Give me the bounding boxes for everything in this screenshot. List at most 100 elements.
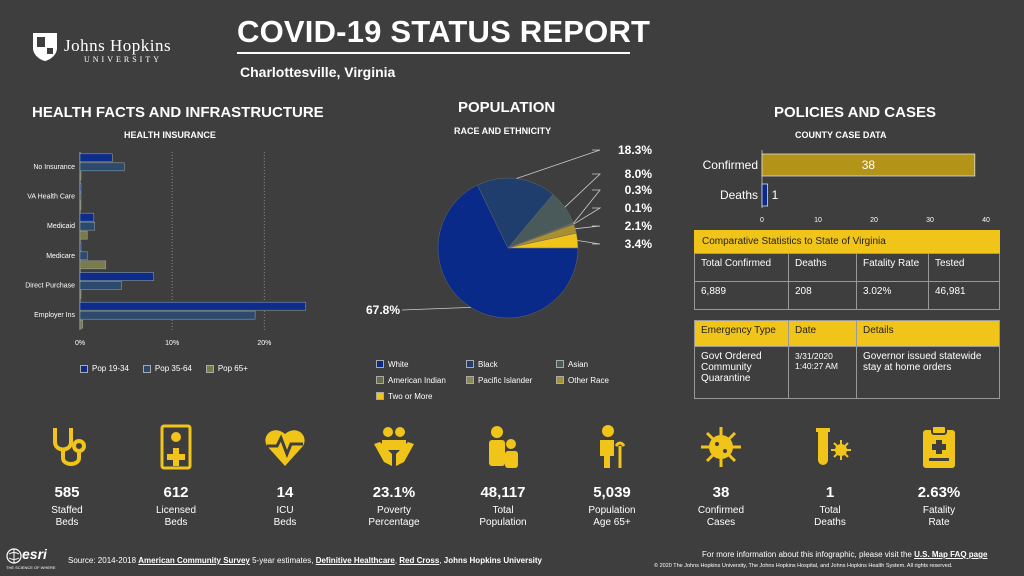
table-cell: 3/31/2020 1:40:27 AM xyxy=(788,346,857,399)
county-case-subtitle: COUNTY CASE DATA xyxy=(795,130,887,140)
faq-link[interactable]: U.S. Map FAQ page xyxy=(914,550,988,559)
leader-line xyxy=(564,173,602,208)
elderly-icon xyxy=(600,425,626,468)
legend-swatch xyxy=(376,376,384,384)
pie-data-label: 3.4% xyxy=(625,237,653,251)
stat-label: Total Deaths xyxy=(814,505,846,528)
x-tick-label: 0 xyxy=(760,217,764,224)
legend-label: Other Race xyxy=(568,375,609,385)
health-insurance-subtitle: HEALTH INSURANCE xyxy=(124,130,216,140)
legend-swatch xyxy=(466,376,474,384)
esri-logo: esri xyxy=(22,546,47,562)
legend-label: Pop 35-64 xyxy=(154,364,192,373)
stat-value: 14 xyxy=(276,484,294,501)
legend-swatch xyxy=(205,364,214,373)
comparative-stats-table: Total Confirmed Deaths Fatality Rate Tes… xyxy=(694,253,1000,310)
race-subtitle: RACE AND ETHNICITY xyxy=(454,126,552,136)
category-label: VA Health Care xyxy=(27,194,75,201)
table-header-cell: Fatality Rate xyxy=(856,253,929,282)
bar xyxy=(761,183,768,207)
test-tube-icon xyxy=(816,428,851,465)
pie-data-label: 18.3% xyxy=(618,143,652,157)
category-label: Medicaid xyxy=(47,223,75,230)
leader-line xyxy=(401,306,471,311)
source-line: Source: 2014-2018 American Community Sur… xyxy=(68,556,542,565)
source-prefix: Source: 2014-2018 xyxy=(68,556,139,565)
legend-swatch xyxy=(556,360,564,368)
bar xyxy=(79,290,82,299)
stats-row: 585 Staffed Beds 612 Licensed Beds 14 ICU Bed… xyxy=(22,424,1002,544)
bar xyxy=(79,162,125,172)
stat-value: 23.1% xyxy=(372,484,416,501)
red-cross-link[interactable]: Red Cross xyxy=(399,556,440,565)
table-header-cell: Details xyxy=(856,320,1000,347)
legend-swatch xyxy=(466,360,474,368)
bar xyxy=(79,272,154,281)
leader-line xyxy=(575,225,601,230)
stat-card: 38 Confirmed Cases xyxy=(676,424,766,529)
bar xyxy=(79,281,122,290)
definitive-link[interactable]: Definitive Healthcare xyxy=(315,556,395,565)
bar xyxy=(79,221,95,231)
legend-label: Pop 19-34 xyxy=(92,364,129,373)
pie-slice xyxy=(437,184,579,319)
legend-label: White xyxy=(388,359,409,369)
pie-data-label: 0.1% xyxy=(625,201,653,215)
esri-tagline: THE SCIENCE OF WHERE xyxy=(6,565,56,570)
leader-line xyxy=(577,240,601,245)
bar xyxy=(79,201,82,210)
acs-link[interactable]: American Community Survey xyxy=(138,556,250,565)
legend-label: Pop 65+ xyxy=(217,364,248,373)
page-title: COVID-19 STATUS REPORT xyxy=(237,14,651,49)
table-row: Total Confirmed Deaths Fatality Rate Tes… xyxy=(694,253,1000,282)
table-cell: Govt Ordered Community Quarantine xyxy=(694,346,789,399)
legend-swatch xyxy=(376,392,384,400)
legend-label: Two or More xyxy=(388,391,433,401)
heartbeat-icon xyxy=(265,430,305,466)
medical-card-icon xyxy=(160,424,192,470)
x-tick-label: 10% xyxy=(165,340,179,347)
stat-value: 585 xyxy=(54,484,80,501)
legend-swatch xyxy=(142,364,151,373)
pie-data-label: 67.8% xyxy=(366,303,400,317)
legend-label: Asian xyxy=(568,359,589,369)
legend-swatch xyxy=(376,360,384,368)
stat-card: 2.63% Fatality Rate xyxy=(894,424,984,529)
table-cell: 208 xyxy=(788,281,857,310)
leader-line xyxy=(573,207,602,225)
stat-label: Poverty Percentage xyxy=(368,505,420,528)
family-icon xyxy=(489,426,518,468)
bar-value-label: 1 xyxy=(772,188,779,202)
table-row: 6,889 208 3.02% 46,981 xyxy=(694,281,1000,310)
pie-data-label: 8.0% xyxy=(625,167,653,181)
table-header-cell: Date xyxy=(788,320,857,347)
info-prefix: For more information about this infograp… xyxy=(702,550,915,559)
logo-subtext: UNIVERSITY xyxy=(84,55,162,64)
stat-card: 48,117 Total Population xyxy=(458,424,548,529)
bar xyxy=(79,171,82,181)
stethoscope-icon xyxy=(53,428,86,466)
category-label: Medicare xyxy=(46,253,75,260)
stat-label: ICU Beds xyxy=(273,505,297,528)
logo-text: Johns Hopkins xyxy=(64,36,172,55)
esri-globe-icon xyxy=(6,548,22,564)
stat-card: 14 ICU Beds xyxy=(240,424,330,529)
health-section-title: HEALTH FACTS AND INFRASTRUCTURE xyxy=(32,104,324,121)
table-cell: Governor issued statewide stay at home o… xyxy=(856,346,1000,399)
virus-icon xyxy=(701,427,741,467)
leader-line xyxy=(516,149,601,179)
category-label: No Insurance xyxy=(33,164,75,171)
health-insurance-chart: 0% 10% 20% No Insurance VA Health Care Medica… xyxy=(25,152,307,347)
x-tick-label: 10 xyxy=(814,217,822,224)
stat-value: 2.63% xyxy=(917,484,961,501)
bar xyxy=(79,260,107,270)
x-tick-label: 0% xyxy=(75,340,85,347)
hands-people-icon xyxy=(374,427,414,466)
bar-category-label: Deaths xyxy=(720,188,758,202)
title-underline xyxy=(237,52,630,54)
stat-card: 585 Staffed Beds xyxy=(22,424,112,529)
table-row: Govt Ordered Community Quarantine 3/31/2… xyxy=(694,346,1000,399)
population-section-title: POPULATION xyxy=(458,99,556,116)
source-mid: 5-year estimates, xyxy=(249,556,316,565)
stat-card: 5,039 Population Age 65+ xyxy=(567,424,657,529)
